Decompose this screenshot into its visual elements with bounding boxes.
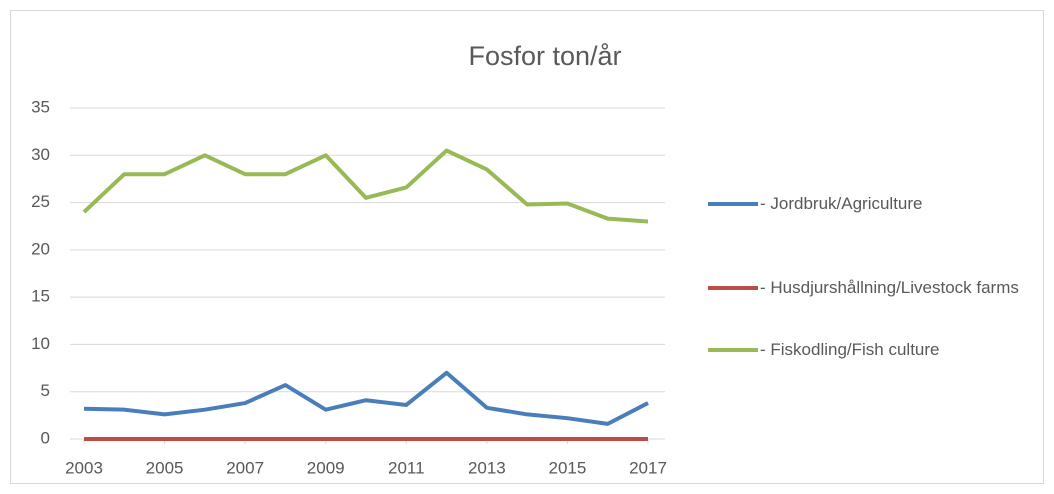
x-tick-label: 2005 [146, 458, 184, 477]
legend-label: - Fiskodling/Fish culture [760, 340, 940, 359]
y-tick-label: 5 [41, 381, 50, 400]
x-tick-label: 2013 [468, 458, 506, 477]
y-tick-label: 20 [31, 239, 50, 258]
series-line [82, 148, 649, 224]
x-tick-label: 2015 [549, 458, 587, 477]
y-tick-label: 0 [41, 428, 50, 447]
x-tick-label: 2007 [226, 458, 264, 477]
x-tick-label: 2003 [65, 458, 103, 477]
series-line [83, 370, 649, 426]
y-tick-label: 30 [31, 145, 50, 164]
chart-title: Fosfor ton/år [468, 41, 621, 71]
y-tick-label: 25 [31, 192, 50, 211]
legend-label: - Jordbruk/Agriculture [760, 194, 923, 213]
chart-frame [10, 10, 1044, 484]
y-tick-label: 15 [31, 287, 50, 306]
x-tick-label: 2017 [629, 458, 667, 477]
legend-label: - Husdjurshållning/Livestock farms [760, 278, 1019, 297]
y-tick-label: 35 [31, 97, 50, 116]
y-tick-label: 10 [31, 334, 50, 353]
x-tick-label: 2011 [388, 458, 425, 477]
x-tick-label: 2009 [307, 458, 345, 477]
